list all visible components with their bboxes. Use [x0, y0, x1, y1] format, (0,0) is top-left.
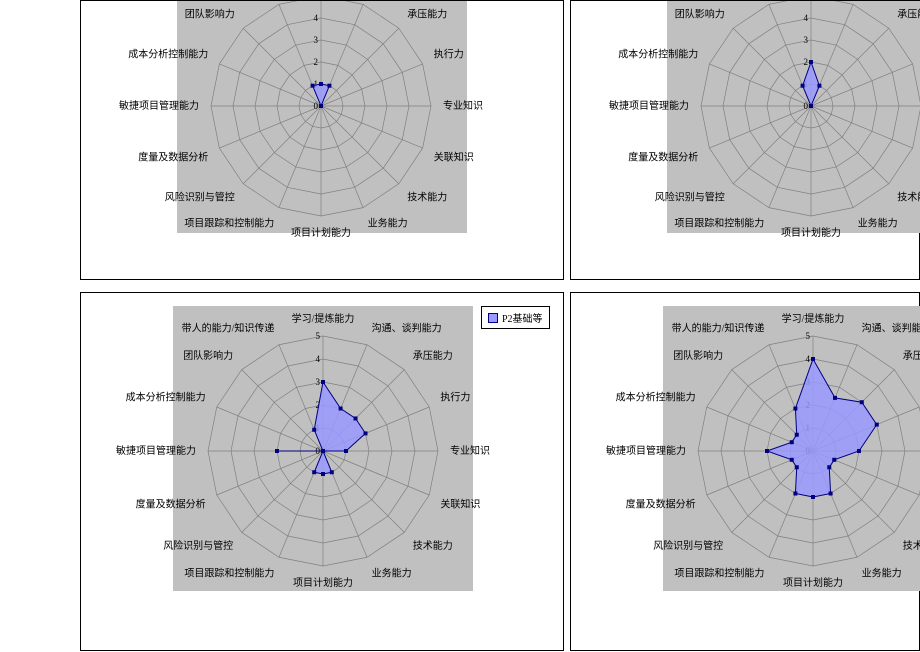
axis-label: 项目跟踪和控制能力 — [674, 217, 764, 230]
axis-label: 带人的能力/知识传递 — [182, 322, 275, 335]
svg-text:4: 4 — [806, 354, 811, 364]
axis-label: 风险识别与管控 — [165, 190, 235, 203]
svg-text:3: 3 — [316, 377, 321, 387]
radar-chart-top-right: 01234承压能力执行力专业知识关联知识技术能力业务能力项目计划能力项目跟踪和控… — [571, 1, 920, 281]
axis-label: 学习/提炼能力 — [292, 312, 355, 325]
axis-label: 关联知识 — [440, 498, 480, 511]
svg-text:3: 3 — [314, 35, 319, 45]
svg-text:0: 0 — [804, 101, 809, 111]
axis-label: 业务能力 — [858, 217, 898, 230]
axis-label: 学习/提炼能力 — [782, 312, 845, 325]
axis-label: 团队影响力 — [673, 349, 723, 362]
svg-text:0: 0 — [314, 101, 319, 111]
axis-label: 沟通、谈判能力 — [862, 322, 920, 335]
axis-label: 风险识别与管控 — [655, 190, 725, 203]
axis-label: 项目跟踪和控制能力 — [184, 566, 274, 579]
axis-label: 成本分析控制能力 — [616, 390, 696, 403]
axis-label: 敏捷项目管理能力 — [606, 444, 686, 457]
axis-label: 项目跟踪和控制能力 — [674, 566, 764, 579]
svg-text:3: 3 — [804, 35, 809, 45]
axis-label: 项目计划能力 — [783, 576, 843, 589]
axis-label: 沟通、谈判能力 — [372, 322, 442, 335]
legend: P2基础等 — [481, 306, 550, 329]
panel-bottom-right: 012345学习/提炼能力沟通、谈判能力承压能力执行力专业知识关联知识技术能力业… — [570, 292, 920, 651]
axis-label: 业务能力 — [862, 566, 902, 579]
axis-label: 敏捷项目管理能力 — [116, 444, 196, 457]
axis-label: 度量及数据分析 — [626, 498, 696, 511]
axis-label: 专业知识 — [450, 444, 490, 457]
panel-top-right: 01234承压能力执行力专业知识关联知识技术能力业务能力项目计划能力项目跟踪和控… — [570, 0, 920, 280]
axis-label: 敏捷项目管理能力 — [119, 99, 199, 112]
axis-label: 敏捷项目管理能力 — [609, 99, 689, 112]
axis-label: 执行力 — [434, 47, 464, 60]
axis-label: 业务能力 — [372, 566, 412, 579]
radar-chart-top-left: 01234承压能力执行力专业知识关联知识技术能力业务能力项目计划能力项目跟踪和控… — [81, 1, 565, 281]
axis-label: 度量及数据分析 — [138, 151, 208, 164]
svg-text:5: 5 — [316, 331, 321, 341]
legend-swatch — [488, 313, 498, 323]
axis-label: 承压能力 — [407, 8, 447, 21]
axis-label: 风险识别与管控 — [163, 539, 233, 552]
panel-top-left: 01234承压能力执行力专业知识关联知识技术能力业务能力项目计划能力项目跟踪和控… — [80, 0, 564, 280]
svg-text:4: 4 — [314, 13, 319, 23]
axis-label: 成本分析控制能力 — [618, 47, 698, 60]
axis-label: 项目跟踪和控制能力 — [184, 217, 274, 230]
axis-label: 项目计划能力 — [781, 226, 841, 239]
radar-chart-bottom-right: 012345学习/提炼能力沟通、谈判能力承压能力执行力专业知识关联知识技术能力业… — [571, 293, 920, 652]
svg-text:4: 4 — [316, 354, 321, 364]
panel-bottom-left: 012345学习/提炼能力沟通、谈判能力承压能力执行力专业知识关联知识技术能力业… — [80, 292, 564, 651]
axis-label: 技术能力 — [407, 190, 447, 203]
axis-label: 成本分析控制能力 — [126, 390, 206, 403]
axis-label: 承压能力 — [903, 349, 920, 362]
radar-chart-bottom-left: 012345学习/提炼能力沟通、谈判能力承压能力执行力专业知识关联知识技术能力业… — [81, 293, 565, 652]
axis-label: 度量及数据分析 — [136, 498, 206, 511]
axis-label: 带人的能力/知识传递 — [672, 322, 765, 335]
axis-label: 关联知识 — [434, 151, 474, 164]
axis-label: 执行力 — [440, 390, 470, 403]
legend-label: P2基础等 — [502, 310, 543, 325]
svg-text:2: 2 — [804, 57, 809, 67]
axis-label: 度量及数据分析 — [628, 151, 698, 164]
axis-label: 风险识别与管控 — [653, 539, 723, 552]
axis-label: 承压能力 — [413, 349, 453, 362]
axis-label: 承压能力 — [897, 8, 920, 21]
axis-label: 团队影响力 — [183, 349, 233, 362]
axis-label: 技术能力 — [897, 190, 920, 203]
axis-label: 专业知识 — [443, 99, 483, 112]
svg-text:2: 2 — [314, 57, 319, 67]
axis-label: 团队影响力 — [185, 8, 235, 21]
axis-label: 项目计划能力 — [291, 226, 351, 239]
svg-text:4: 4 — [804, 13, 809, 23]
svg-text:5: 5 — [806, 331, 811, 341]
axis-label: 技术能力 — [413, 539, 453, 552]
axis-label: 技术能力 — [903, 539, 920, 552]
axis-label: 项目计划能力 — [293, 576, 353, 589]
axis-label: 团队影响力 — [675, 8, 725, 21]
axis-label: 成本分析控制能力 — [128, 47, 208, 60]
axis-label: 业务能力 — [368, 217, 408, 230]
